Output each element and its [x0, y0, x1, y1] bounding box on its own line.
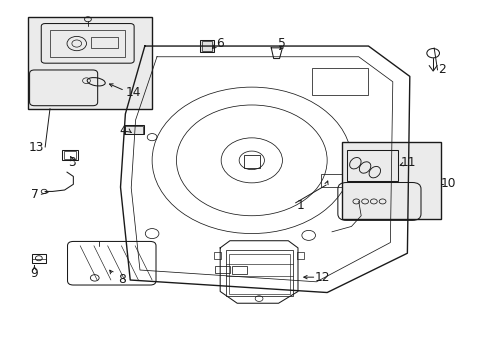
Bar [200, 40, 214, 52]
Text: 5: 5 [278, 37, 285, 50]
Text: 9: 9 [31, 267, 38, 280]
Bar [215, 266, 229, 273]
Text: 8: 8 [118, 273, 125, 286]
Bar [62, 150, 78, 160]
Bar [228, 254, 289, 294]
Bar [91, 37, 118, 48]
Text: 12: 12 [314, 271, 329, 284]
Bar [28, 18, 152, 109]
Bar [296, 252, 304, 258]
Bar [346, 150, 397, 181]
Text: 7: 7 [31, 188, 38, 201]
Bar [341, 143, 441, 219]
Text: 10: 10 [440, 177, 455, 190]
Bar [201, 41, 212, 51]
Bar [124, 126, 143, 134]
Text: 1: 1 [296, 198, 304, 212]
Text: 3: 3 [68, 156, 76, 169]
Bar [311, 68, 367, 95]
Bar [123, 125, 144, 134]
Bar [63, 151, 76, 159]
Bar [31, 254, 46, 263]
Bar [244, 155, 259, 168]
Bar [225, 250, 292, 296]
Bar [321, 174, 347, 187]
Bar [232, 266, 246, 274]
Bar [50, 30, 125, 57]
Text: 4: 4 [119, 124, 126, 137]
Text: 6: 6 [216, 37, 224, 50]
Text: 11: 11 [400, 156, 416, 168]
Bar [213, 252, 221, 258]
Text: 13: 13 [29, 141, 44, 154]
Text: 14: 14 [125, 86, 141, 99]
Text: 2: 2 [438, 63, 446, 76]
